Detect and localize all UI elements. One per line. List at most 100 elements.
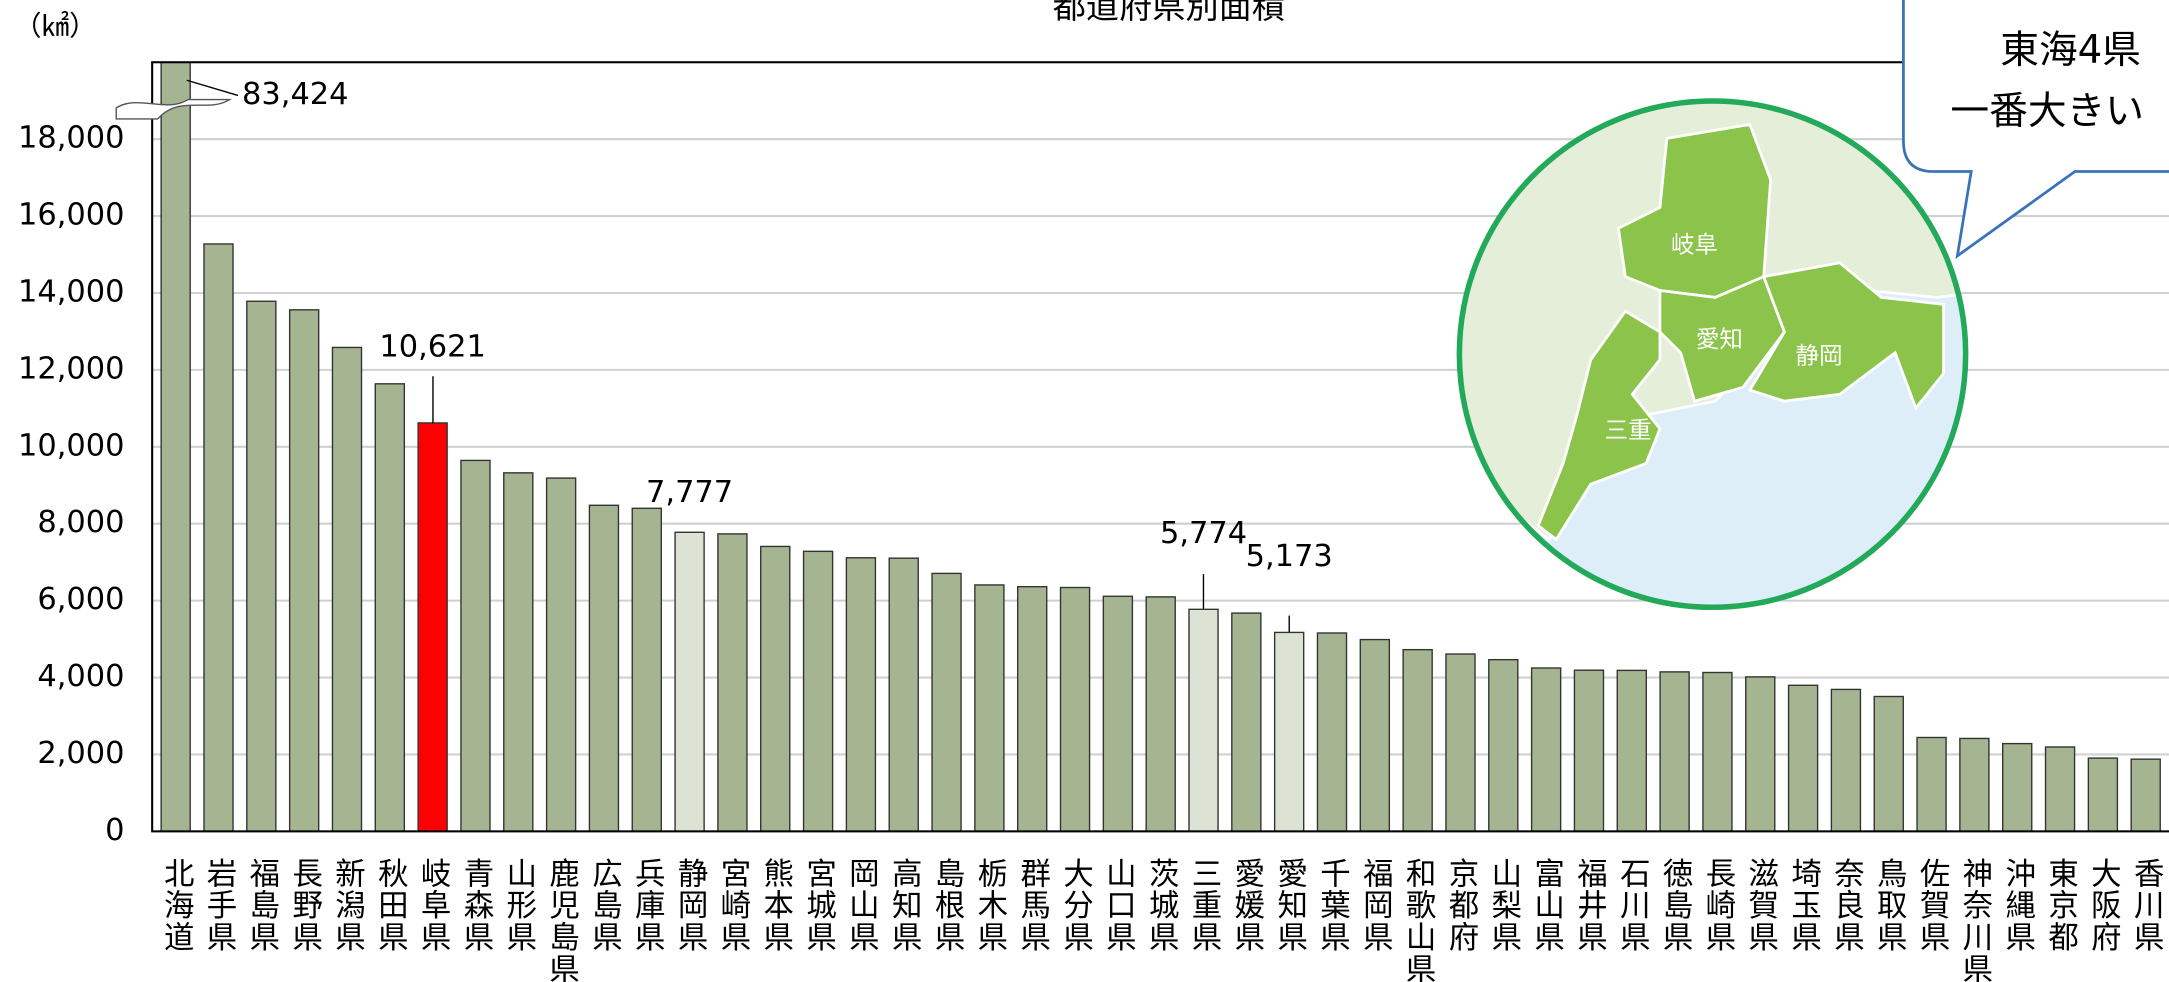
bar bbox=[1616, 669, 1648, 832]
x-tick-label: 高知県 bbox=[886, 857, 921, 953]
callout bbox=[1902, 0, 2169, 259]
x-tick-label: 新潟県 bbox=[329, 857, 364, 953]
bar bbox=[1873, 695, 1904, 832]
x-tick-label: 北海道 bbox=[158, 858, 193, 953]
bar bbox=[1445, 653, 1476, 832]
bar bbox=[331, 346, 363, 832]
bar bbox=[888, 557, 919, 832]
bar bbox=[1188, 608, 1219, 832]
bar bbox=[1573, 669, 1605, 832]
bar bbox=[1402, 648, 1433, 832]
x-tick-label: 福島県 bbox=[244, 857, 280, 953]
bar bbox=[460, 459, 491, 832]
map-label: 三重 bbox=[1605, 416, 1652, 444]
bar bbox=[160, 62, 191, 832]
x-tick-label: 東京都 bbox=[2043, 857, 2079, 953]
bar bbox=[1273, 631, 1305, 832]
bar bbox=[1530, 667, 1562, 832]
x-tick-label: 岡山県 bbox=[843, 858, 878, 953]
y-tick-label: 8,000 bbox=[37, 505, 124, 540]
x-tick-label: 神奈川県 bbox=[1957, 857, 1993, 982]
bar bbox=[288, 309, 320, 832]
data-label: 5,173 bbox=[1246, 539, 1333, 574]
bar bbox=[2087, 757, 2119, 832]
x-tick-label: 京都府 bbox=[1443, 857, 1479, 953]
y-unit: （㎢） bbox=[14, 10, 97, 43]
x-tick-label: 島根県 bbox=[929, 857, 964, 953]
x-tick-label: 香川県 bbox=[2128, 857, 2164, 953]
x-tick-label: 熊本県 bbox=[758, 857, 793, 953]
bar bbox=[1959, 737, 1990, 832]
y-tick-label: 4,000 bbox=[37, 659, 124, 694]
leader-line bbox=[186, 79, 239, 97]
data-label: 83,424 bbox=[242, 77, 348, 112]
bar bbox=[2130, 758, 2161, 832]
bar bbox=[674, 531, 705, 832]
x-tick-label: 三重県 bbox=[1186, 858, 1221, 953]
bar bbox=[1059, 586, 1091, 832]
bar bbox=[588, 504, 620, 832]
map-label: 愛知 bbox=[1696, 325, 1743, 353]
data-label: 5,774 bbox=[1160, 516, 1247, 551]
x-tick-label: 福井県 bbox=[1571, 857, 1607, 953]
bar bbox=[845, 557, 877, 832]
bar bbox=[1102, 595, 1134, 832]
chart-title: 都道府県別面積 bbox=[1053, 0, 1285, 26]
bar bbox=[760, 545, 791, 832]
x-tick-label: 長野県 bbox=[287, 858, 322, 953]
x-tick-label: 岩手県 bbox=[201, 857, 237, 953]
data-label: 10,621 bbox=[379, 330, 485, 365]
bar bbox=[1916, 736, 1947, 832]
x-tick-label: 大分県 bbox=[1058, 857, 1093, 953]
x-tick-label: 長崎県 bbox=[1700, 858, 1735, 953]
map-shizuoka bbox=[1747, 261, 1945, 411]
map-label: 静岡 bbox=[1796, 341, 1843, 369]
x-tick-label: 石川県 bbox=[1614, 858, 1650, 953]
bar bbox=[374, 383, 406, 832]
y-tick-label: 0 bbox=[105, 813, 124, 848]
x-tick-label: 千葉県 bbox=[1314, 858, 1350, 953]
y-tick-label: 16,000 bbox=[18, 198, 124, 233]
bar bbox=[2002, 742, 2033, 832]
bar bbox=[931, 572, 962, 832]
x-tick-label: 山梨県 bbox=[1486, 858, 1521, 953]
y-tick-label: 6,000 bbox=[37, 582, 124, 617]
x-tick-label: 鳥取県 bbox=[1871, 857, 1906, 953]
bar bbox=[717, 533, 748, 832]
x-tick-label: 佐賀県 bbox=[1914, 857, 1950, 953]
y-tick-label: 14,000 bbox=[18, 274, 124, 309]
map-mie bbox=[1536, 309, 1662, 542]
bar bbox=[2044, 746, 2076, 832]
x-tick-label: 宮崎県 bbox=[715, 857, 750, 953]
bar bbox=[1659, 671, 1690, 832]
bar bbox=[1488, 658, 1519, 832]
x-tick-label: 愛媛県 bbox=[1229, 857, 1265, 953]
y-tick-label: 12,000 bbox=[18, 351, 124, 386]
x-tick-label: 富山県 bbox=[1529, 857, 1564, 953]
map-label: 岐阜 bbox=[1671, 231, 1718, 259]
x-tick-label: 兵庫県 bbox=[629, 858, 665, 953]
x-tick-label: 埼玉県 bbox=[1786, 857, 1821, 953]
x-tick-label: 広島県 bbox=[586, 857, 621, 953]
bar bbox=[1745, 676, 1776, 832]
bar bbox=[1231, 612, 1262, 832]
x-tick-label: 山形県 bbox=[501, 858, 536, 953]
x-tick-label: 静岡県 bbox=[672, 857, 707, 953]
bar bbox=[1702, 671, 1733, 832]
x-tick-label: 徳島県 bbox=[1657, 857, 1693, 953]
bar bbox=[1830, 688, 1862, 832]
bar bbox=[1145, 596, 1176, 832]
x-tick-label: 鹿児島県 bbox=[544, 857, 579, 982]
x-tick-label: 栃木県 bbox=[972, 857, 1008, 953]
bar bbox=[1787, 684, 1819, 832]
bar bbox=[246, 300, 277, 832]
x-tick-label: 青森県 bbox=[458, 857, 494, 953]
map-border bbox=[1456, 98, 1969, 611]
data-label: 7,777 bbox=[646, 475, 733, 510]
plot-frame bbox=[151, 61, 2169, 833]
bar bbox=[417, 422, 448, 832]
bar bbox=[1359, 638, 1391, 832]
bar bbox=[802, 550, 834, 832]
y-tick-label: 18,000 bbox=[18, 121, 124, 156]
